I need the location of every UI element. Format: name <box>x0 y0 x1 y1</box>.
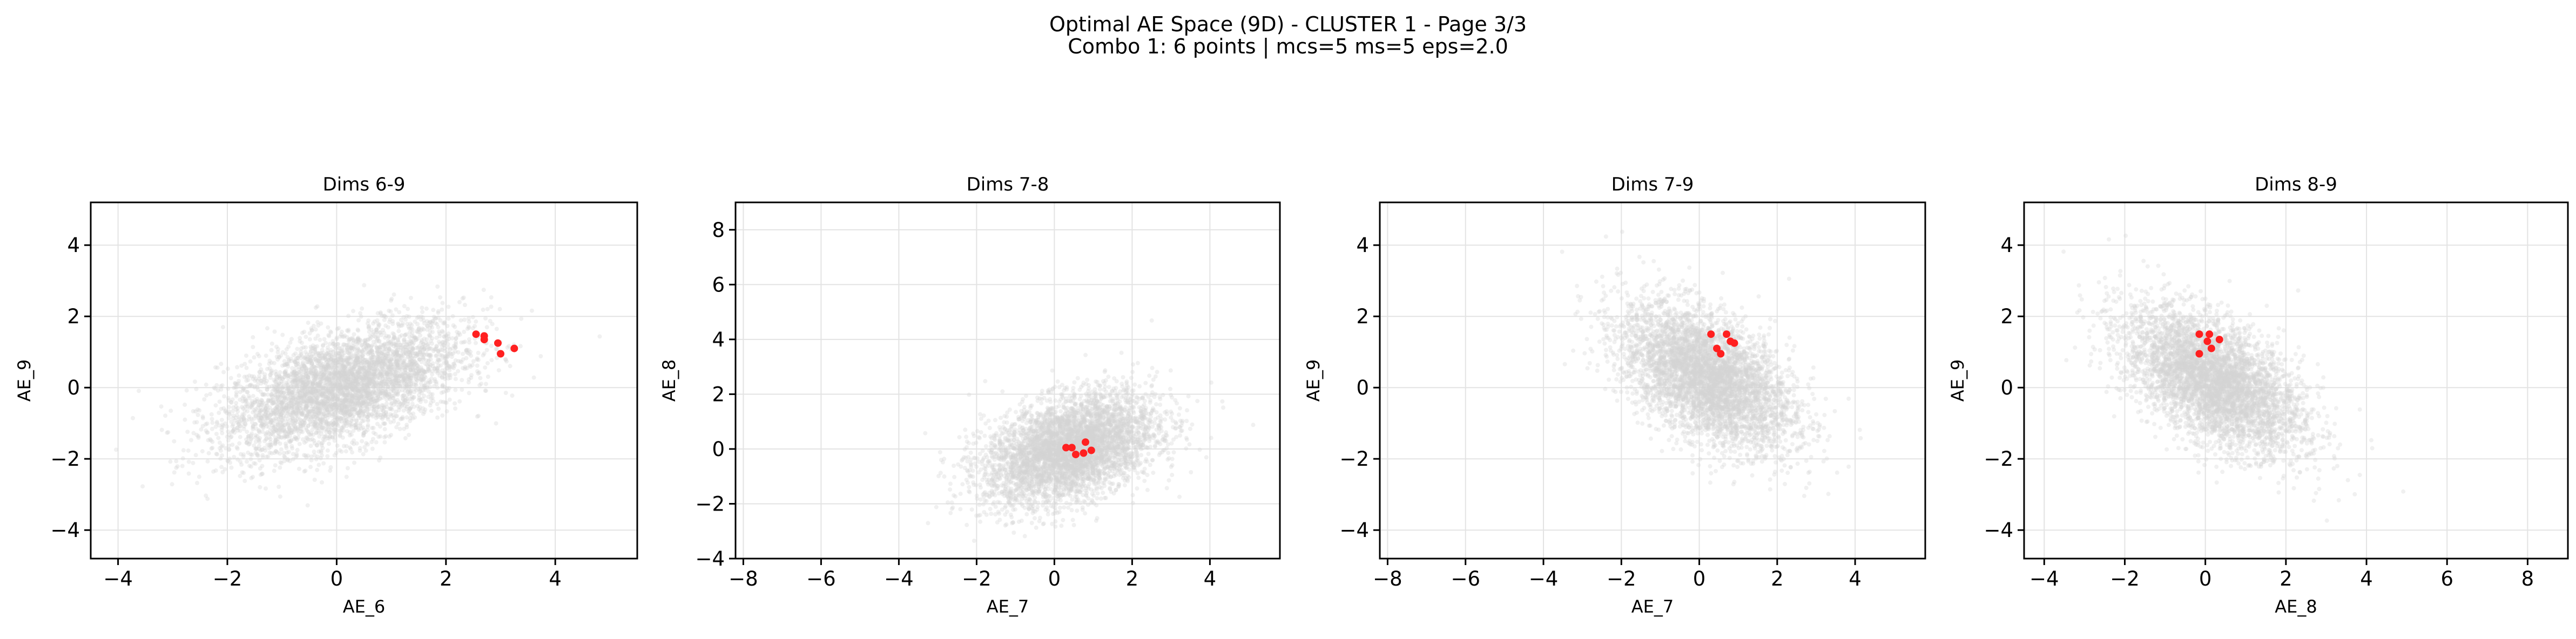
y-axis-label: AE_9 <box>1303 359 1324 402</box>
x-tick-label: −6 <box>1451 567 1480 590</box>
subplot-title: Dims 8-9 <box>2255 174 2337 195</box>
x-tick-label: 2 <box>2280 567 2292 590</box>
cluster-point <box>1072 451 1080 459</box>
cluster-point <box>1717 350 1725 358</box>
x-tick-label: −4 <box>1529 567 1559 590</box>
axes-frame <box>2023 201 2569 560</box>
y-tick-label: 2 <box>1356 305 1369 328</box>
subplot-title: Dims 6-9 <box>323 174 406 195</box>
y-tick-label: 2 <box>67 305 80 328</box>
x-tick-label: 0 <box>1048 567 1061 590</box>
subplot-3: −8 −6 −4 −2 0 2 4 −4 −2 0 2 4 Dims 7-9 AE_7 AE_9 <box>1303 174 1926 617</box>
y-tick-label: 2 <box>2000 305 2013 328</box>
x-tick-label: 2 <box>1126 567 1139 590</box>
x-tick-label: 8 <box>2521 567 2534 590</box>
y-tick-label: 2 <box>712 383 725 406</box>
x-axis-label: AE_6 <box>343 596 385 617</box>
cluster-point <box>497 350 504 358</box>
cluster-point <box>2215 336 2223 344</box>
x-tick-label: −8 <box>729 567 758 590</box>
background-points <box>1560 229 1863 498</box>
cluster-point <box>2207 344 2215 352</box>
x-tick-label: 0 <box>2199 567 2212 590</box>
cluster-point <box>1087 446 1095 454</box>
y-tick-label: 4 <box>2000 234 2013 257</box>
y-tick-label: −2 <box>1984 447 2013 471</box>
x-tick-label: 2 <box>440 567 453 590</box>
y-tick-label: −4 <box>1984 519 2013 542</box>
x-tick-label: 6 <box>2440 567 2453 590</box>
cluster-point <box>480 336 488 344</box>
x-tick-label: −6 <box>806 567 836 590</box>
cluster-point <box>1723 330 1731 338</box>
y-tick-label: 0 <box>712 438 725 461</box>
cluster-point <box>1730 339 1738 347</box>
cluster-point <box>1062 444 1070 452</box>
cluster-point <box>1707 330 1715 338</box>
x-axis-label: AE_7 <box>987 596 1029 617</box>
y-axis-label: AE_9 <box>1947 359 1968 402</box>
cluster-point <box>1082 438 1089 446</box>
y-tick-label: 4 <box>1356 234 1369 257</box>
background-points <box>114 283 602 508</box>
x-tick-label: −2 <box>1607 567 1636 590</box>
cluster-point <box>2195 330 2203 338</box>
y-tick-label: 4 <box>67 234 80 257</box>
cluster-point <box>1068 444 1076 452</box>
subplot-title: Dims 7-8 <box>967 174 1049 195</box>
subplot-4: −4 −2 0 2 4 6 8 −4 −2 0 2 4 Dims 8-9 AE_8 AE_9 <box>1947 174 2569 617</box>
x-tick-label: −4 <box>884 567 914 590</box>
x-axis-label: AE_8 <box>2275 596 2317 617</box>
x-tick-label: −8 <box>1373 567 1402 590</box>
y-tick-label: 8 <box>712 219 725 242</box>
subplot-1: −4 −2 0 2 4 −4 −2 0 2 4 Dims 6-9 AE_6 AE_9 <box>14 174 638 617</box>
x-tick-label: −4 <box>2029 567 2059 590</box>
x-tick-label: −2 <box>213 567 242 590</box>
subplot-title: Dims 7-9 <box>1611 174 1694 195</box>
axes-frame <box>734 201 1281 560</box>
x-axis-label: AE_7 <box>1631 596 1674 617</box>
y-tick-label: −2 <box>50 447 80 471</box>
x-tick-label: 0 <box>331 567 343 590</box>
y-tick-label: −2 <box>695 492 725 515</box>
cluster-point <box>494 339 502 347</box>
y-tick-label: −4 <box>695 547 725 570</box>
x-tick-label: 4 <box>2360 567 2373 590</box>
x-tick-label: 2 <box>1771 567 1784 590</box>
background-points <box>923 318 1256 543</box>
background-points <box>2061 233 2406 523</box>
subplot-2: −8 −6 −4 −2 0 2 4 −4 −2 0 2 4 6 8 Dims 7-8 AE_7 AE_8 <box>659 174 1281 617</box>
x-tick-label: −2 <box>2110 567 2140 590</box>
cluster-point <box>472 330 480 338</box>
cluster-point <box>510 344 518 352</box>
y-tick-label: 0 <box>1356 376 1369 399</box>
y-axis-label: AE_9 <box>14 359 35 402</box>
x-tick-label: −4 <box>103 567 133 590</box>
y-tick-label: 0 <box>67 376 80 399</box>
y-tick-label: −4 <box>1339 519 1369 542</box>
cluster-point <box>2206 330 2214 338</box>
y-axis-label: AE_8 <box>659 359 679 402</box>
x-tick-label: 4 <box>1204 567 1217 590</box>
y-tick-label: −2 <box>1339 447 1369 471</box>
cluster-point <box>1080 449 1088 457</box>
cluster-point <box>2203 337 2211 345</box>
axes-frame <box>1379 201 1926 560</box>
y-tick-label: −4 <box>50 519 80 542</box>
x-tick-label: 4 <box>1849 567 1862 590</box>
y-tick-label: 0 <box>2000 376 2013 399</box>
x-tick-label: 0 <box>1693 567 1706 590</box>
x-tick-label: 4 <box>549 567 562 590</box>
y-tick-label: 4 <box>712 328 725 351</box>
x-tick-label: −2 <box>962 567 992 590</box>
cluster-point <box>1713 344 1721 352</box>
figure-title-line1: Optimal AE Space (9D) - CLUSTER 1 - Page… <box>1049 12 1527 36</box>
figure-title-line2: Combo 1: 6 points | mcs=5 ms=5 eps=2.0 <box>1068 35 1508 58</box>
axes-frame <box>90 201 638 560</box>
cluster-point <box>2195 350 2203 358</box>
y-tick-label: 6 <box>712 273 725 296</box>
